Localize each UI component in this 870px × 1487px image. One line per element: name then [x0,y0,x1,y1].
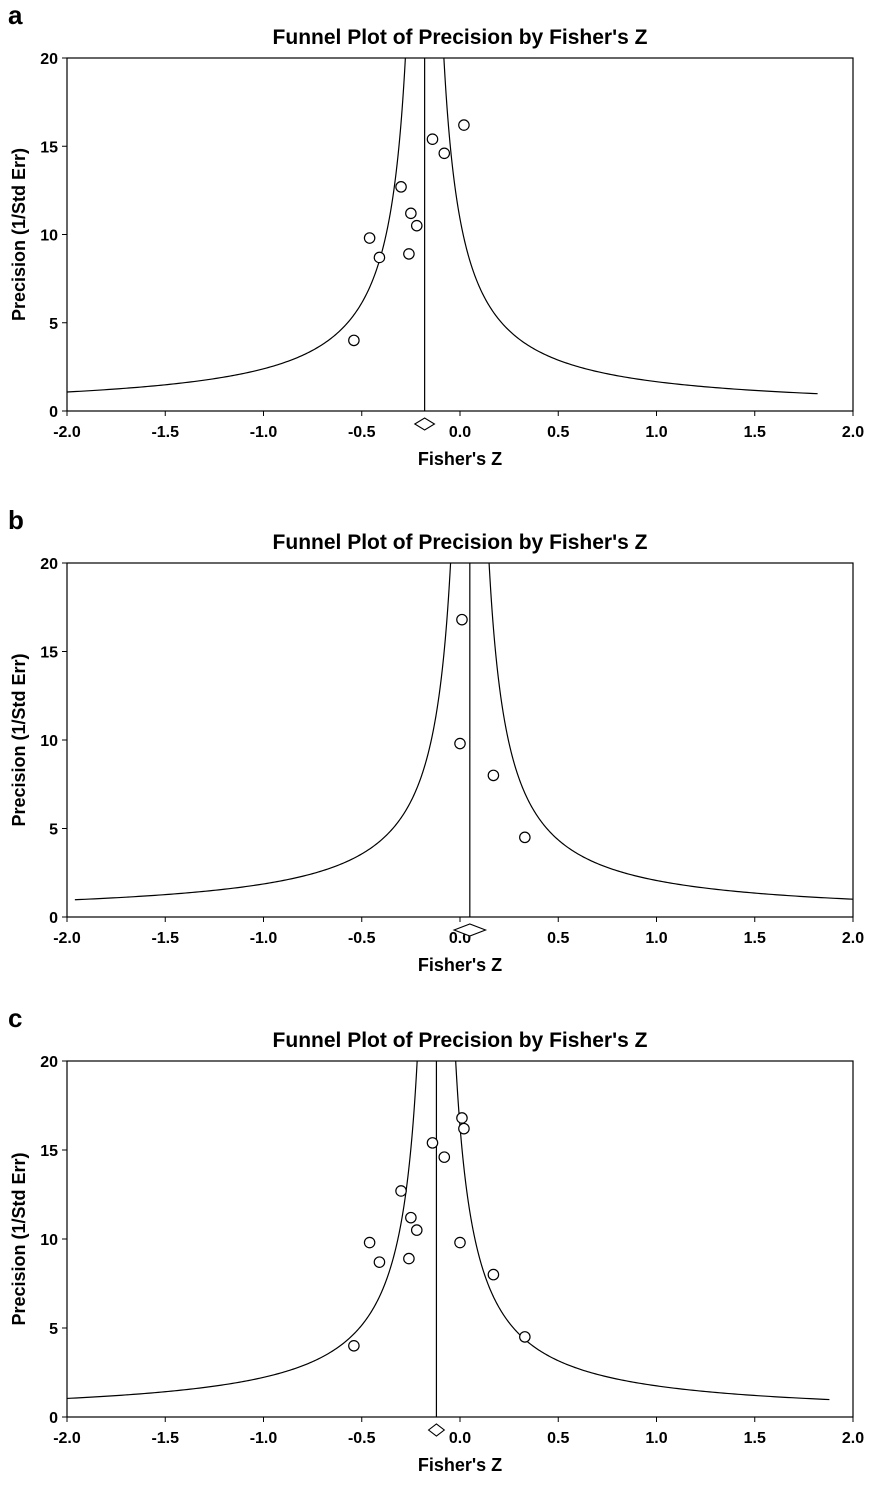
x-tick-label: 1.5 [744,930,766,947]
y-tick-label: 5 [49,1321,58,1338]
x-tick-label: 0.5 [547,1430,569,1447]
study-point [395,181,407,193]
funnel-plot-panel-b: b Funnel Plot of Precision by Fisher's Z… [0,505,870,995]
summary-diamond [427,1423,446,1437]
plot-frame [66,57,854,412]
y-tick-label: 15 [40,1143,58,1160]
funnel-right-boundary [455,1060,830,1401]
funnel-plot-chart: Funnel Plot of Precision by Fisher's Z -2… [9,26,864,469]
study-point [519,1331,531,1343]
x-tick-label: -2.0 [53,424,81,441]
x-tick-label: 0.5 [547,424,569,441]
study-point [348,1339,360,1352]
y-tick-label: 0 [49,1410,58,1427]
funnel-plot-panel-a: a Funnel Plot of Precision by Fisher's Z… [0,0,870,490]
y-tick-label: 15 [40,645,58,662]
study-point [403,1252,415,1265]
x-tick-label: -0.5 [348,930,376,947]
y-tick-label: 20 [40,51,58,68]
study-point [438,147,451,160]
x-tick-label: 1.0 [645,930,667,947]
x-tick-label: -0.5 [348,424,376,441]
x-tick-label: -1.0 [250,930,278,947]
study-point [395,1185,407,1197]
funnel-plot-chart: Funnel Plot of Precision by Fisher's Z -2… [9,531,864,975]
summary-diamond [413,417,436,431]
y-tick-label: 5 [49,316,58,333]
study-point [458,119,470,131]
x-tick-label: 2.0 [842,930,864,947]
study-point [454,737,466,750]
y-tick-label: 0 [49,910,58,927]
chart-title: Funnel Plot of Precision by Fisher's Z [273,531,648,554]
funnel-plot-panel-c: c Funnel Plot of Precision by Fisher's Z… [0,1003,870,1482]
x-axis-label: Fisher's Z [418,1455,502,1475]
chart-title: Funnel Plot of Precision by Fisher's Z [273,26,648,49]
funnel-right-boundary [443,57,818,395]
x-tick-label: 1.0 [645,1430,667,1447]
funnel-right-boundary [488,562,854,900]
study-point [426,1137,439,1149]
x-tick-label: -0.5 [348,1430,376,1447]
x-tick-label: -1.5 [151,1430,179,1447]
x-tick-label: 1.5 [744,1430,766,1447]
study-point [410,219,423,232]
x-axis-label: Fisher's Z [418,955,502,975]
x-tick-label: -2.0 [53,930,81,947]
study-point [426,133,439,145]
study-point [403,248,415,260]
study-point [373,1256,386,1268]
x-tick-label: -1.5 [151,930,179,947]
x-tick-label: 0.0 [449,424,471,441]
x-tick-label: -1.0 [250,424,278,441]
y-tick-label: 20 [40,1054,58,1071]
y-tick-label: 0 [49,404,58,421]
x-tick-label: 2.0 [842,424,864,441]
y-tick-label: 20 [40,556,58,573]
study-point [454,1236,466,1249]
summary-diamond [452,923,488,937]
study-point [438,1151,451,1163]
y-tick-label: 10 [40,1232,58,1249]
y-axis-label: Precision (1/Std Err) [9,1152,29,1325]
y-tick-label: 5 [49,822,58,839]
study-point [363,1236,376,1249]
x-tick-label: -2.0 [53,1430,81,1447]
study-point [373,251,386,264]
funnel-left-boundary [74,562,452,901]
funnel-left-boundary [66,57,406,393]
study-point [456,1112,468,1124]
x-tick-label: 0.5 [547,930,569,947]
study-point [487,1268,500,1281]
x-tick-label: 1.5 [744,424,766,441]
y-axis-label: Precision (1/Std Err) [9,148,29,321]
study-point [456,613,468,626]
panel-label: b [8,505,24,535]
study-point [405,207,417,220]
study-point [363,232,376,244]
study-point [487,769,500,782]
study-point [348,334,360,347]
y-tick-label: 15 [40,139,58,156]
study-point [410,1224,423,1236]
panel-label: c [8,1003,23,1033]
study-point [519,831,531,844]
x-tick-label: 0.0 [449,1430,471,1447]
y-axis-label: Precision (1/Std Err) [9,653,29,826]
panel-label: a [8,0,23,30]
x-tick-label: 2.0 [842,1430,864,1447]
study-point [458,1122,470,1135]
y-tick-label: 10 [40,228,58,245]
funnel-left-boundary [66,1060,418,1400]
x-tick-label: -1.0 [250,1430,278,1447]
study-point [405,1211,417,1224]
chart-title: Funnel Plot of Precision by Fisher's Z [273,1029,648,1052]
x-tick-label: 1.0 [645,424,667,441]
y-tick-label: 10 [40,733,58,750]
x-tick-label: -1.5 [151,424,179,441]
x-axis-label: Fisher's Z [418,449,502,469]
funnel-plot-chart: Funnel Plot of Precision by Fisher's Z -2… [9,1029,864,1475]
